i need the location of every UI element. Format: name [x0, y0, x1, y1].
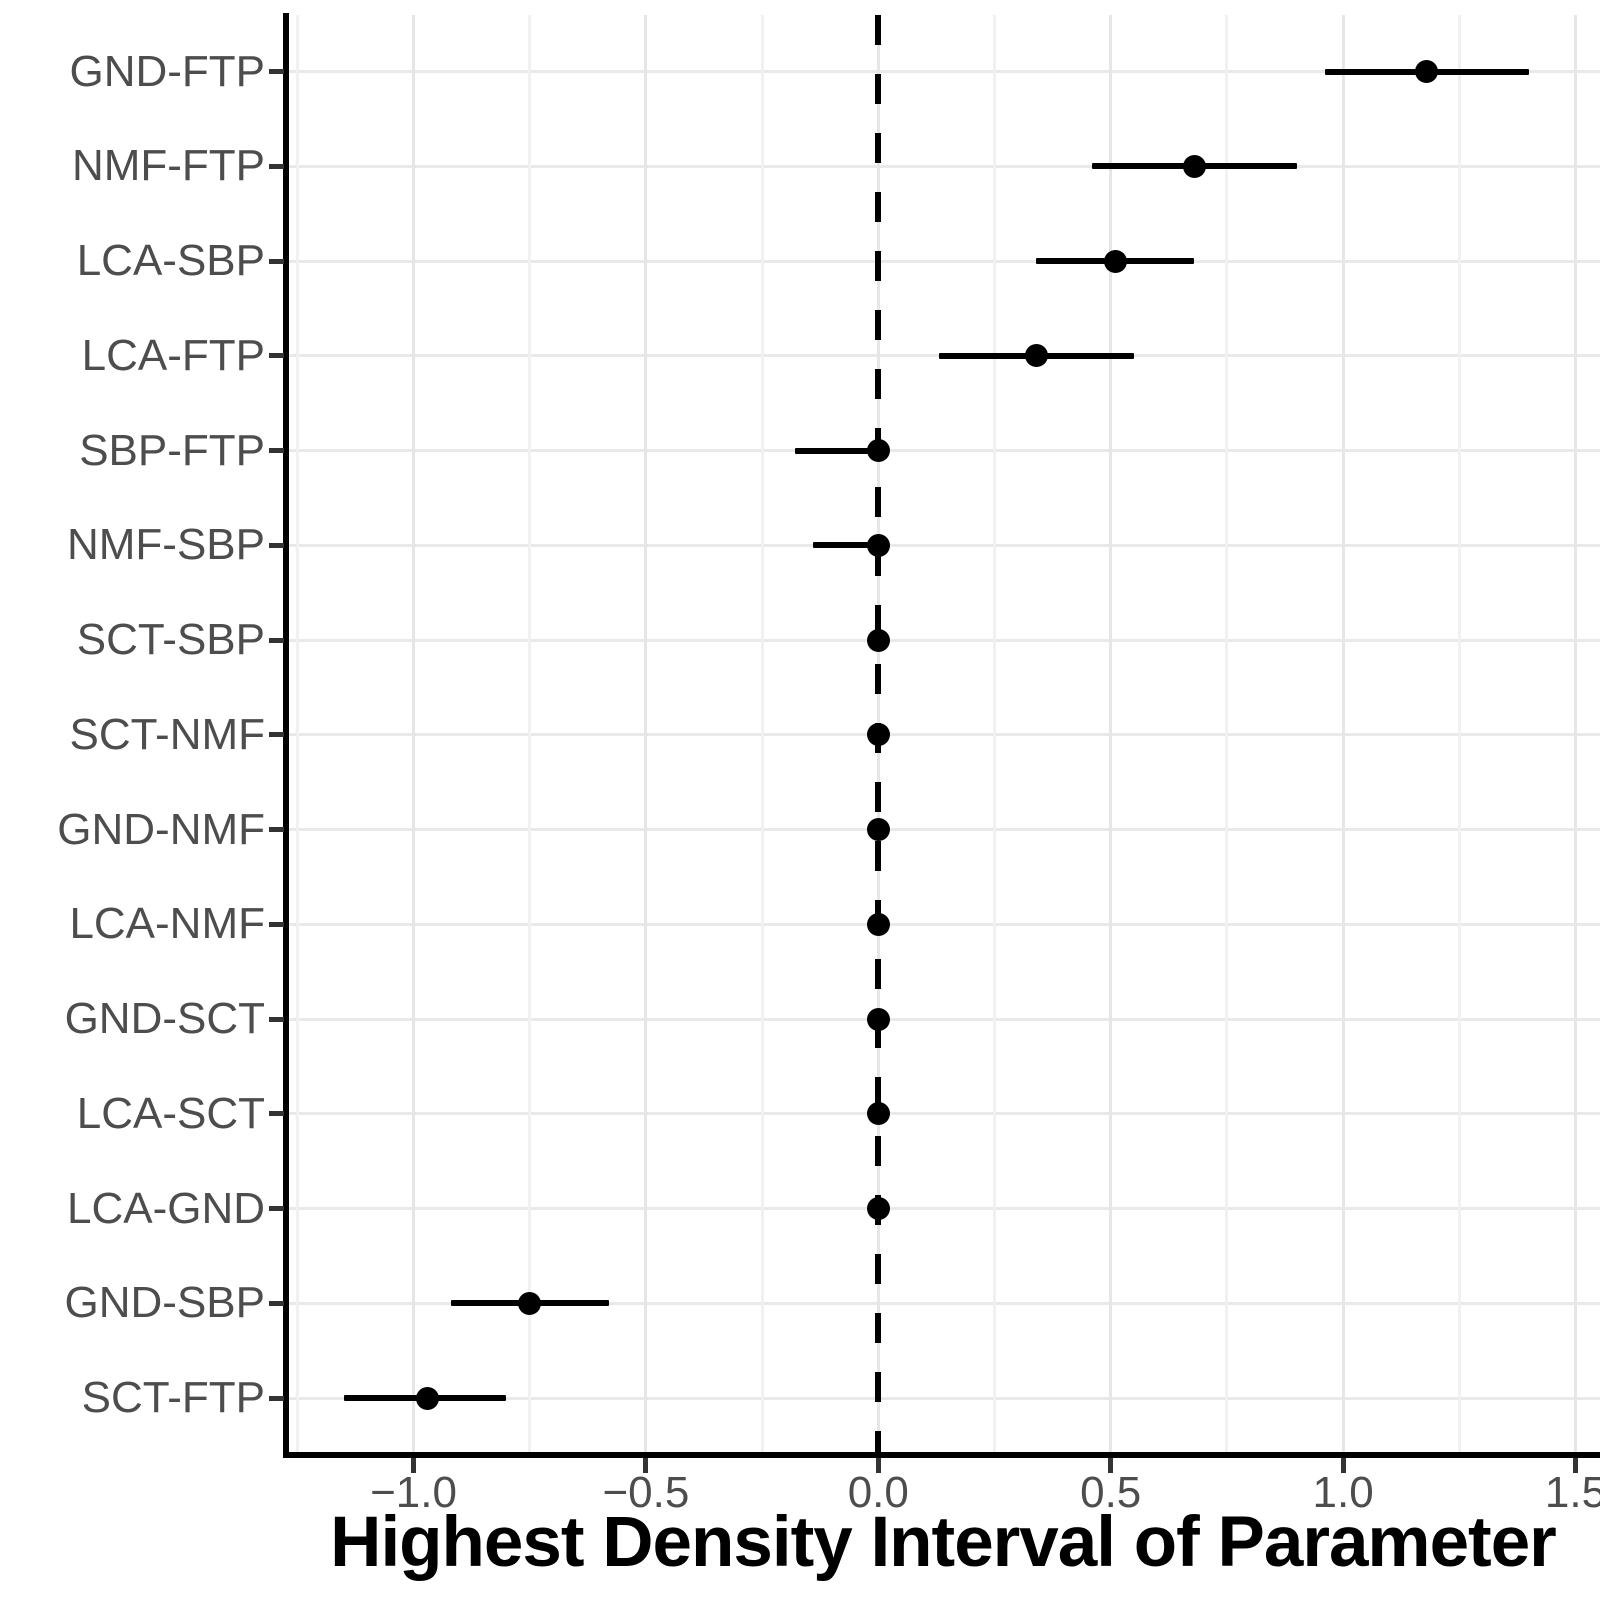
vertical-major-gridline: [1109, 15, 1113, 1455]
vertical-major-gridline: [644, 15, 648, 1455]
point-estimate: [1415, 60, 1439, 84]
y-tick-mark: [269, 163, 284, 169]
horizontal-gridline: [286, 1017, 1600, 1021]
x-tick-label: 0.5: [1080, 1468, 1142, 1517]
x-axis-title: Highest Density Interval of Parameter: [330, 1503, 1557, 1582]
y-tick-mark: [269, 69, 284, 75]
horizontal-gridline: [286, 543, 1600, 547]
point-estimate: [866, 533, 890, 557]
y-tick-mark: [269, 542, 284, 548]
horizontal-gridline: [286, 259, 1600, 263]
point-estimate: [866, 439, 890, 463]
point-estimate: [866, 628, 890, 652]
vertical-minor-gridline: [295, 15, 299, 1455]
point-estimate: [866, 1197, 890, 1221]
vertical-minor-gridline: [528, 15, 532, 1455]
y-tick-label: SBP-FTP: [79, 425, 265, 475]
x-tick-mark: [643, 1458, 649, 1473]
y-tick-label: SCT-NMF: [69, 709, 265, 759]
y-tick-mark: [269, 637, 284, 643]
point-estimate: [1024, 344, 1048, 368]
point-estimate: [1103, 249, 1127, 273]
vertical-major-gridline: [1341, 15, 1345, 1455]
y-tick-label: GND-SBP: [64, 1278, 265, 1328]
horizontal-gridline: [286, 638, 1600, 642]
point-estimate: [866, 912, 890, 936]
y-tick-mark: [269, 448, 284, 454]
x-tick-mark: [875, 1458, 881, 1473]
vertical-minor-gridline: [993, 15, 996, 1455]
y-tick-mark: [269, 258, 284, 264]
y-tick-label: LCA-SBP: [76, 236, 265, 286]
y-tick-mark: [269, 1016, 284, 1022]
point-estimate: [866, 818, 890, 842]
vertical-major-gridline: [1574, 15, 1577, 1455]
y-tick-mark: [269, 353, 284, 359]
x-tick-mark: [1340, 1458, 1346, 1473]
y-tick-mark: [269, 827, 284, 833]
vertical-major-gridline: [412, 15, 415, 1455]
x-tick-mark: [411, 1458, 416, 1473]
point-estimate: [866, 1102, 890, 1126]
vertical-minor-gridline: [1457, 15, 1461, 1455]
horizontal-gridline: [286, 1112, 1600, 1116]
horizontal-gridline: [286, 1396, 1600, 1400]
x-axis-line: [283, 1452, 1600, 1458]
point-estimate: [866, 723, 890, 747]
x-tick-label: −0.5: [602, 1468, 690, 1517]
error-bar: [794, 447, 883, 454]
point-estimate: [1182, 154, 1206, 178]
horizontal-gridline: [286, 828, 1600, 832]
horizontal-gridline: [286, 1301, 1600, 1305]
y-tick-label: LCA-SCT: [76, 1088, 265, 1138]
y-tick-mark: [269, 1395, 284, 1401]
y-tick-label: NMF-FTP: [71, 141, 265, 191]
y-axis-line: [283, 13, 289, 1458]
x-tick-label: 0.0: [847, 1468, 909, 1517]
horizontal-gridline: [286, 922, 1600, 926]
point-estimate: [866, 1007, 890, 1031]
horizontal-gridline: [286, 70, 1600, 74]
y-tick-label: LCA-FTP: [81, 330, 265, 380]
y-tick-label: GND-FTP: [69, 46, 265, 96]
y-tick-label: SCT-SBP: [76, 615, 265, 665]
x-tick-mark: [1108, 1458, 1114, 1473]
y-tick-label: LCA-GND: [66, 1183, 265, 1233]
y-tick-label: NMF-SBP: [67, 520, 265, 570]
plot-panel: [286, 15, 1600, 1455]
y-tick-label: GND-SCT: [64, 994, 265, 1044]
horizontal-gridline: [286, 164, 1600, 168]
y-tick-mark: [269, 1206, 284, 1212]
x-tick-label: 1.0: [1312, 1468, 1374, 1517]
y-tick-mark: [269, 732, 284, 738]
horizontal-gridline: [286, 449, 1600, 453]
x-tick-mark: [1573, 1458, 1578, 1473]
y-tick-label: LCA-NMF: [69, 899, 265, 949]
x-tick-label: −1.0: [370, 1468, 457, 1517]
point-estimate: [415, 1386, 439, 1410]
y-tick-label: GND-NMF: [57, 804, 265, 854]
horizontal-gridline: [286, 1207, 1600, 1211]
y-tick-mark: [269, 1300, 284, 1306]
y-tick-mark: [269, 1111, 284, 1117]
vertical-minor-gridline: [760, 15, 764, 1455]
x-tick-label: 1.5: [1544, 1468, 1600, 1517]
horizontal-gridline: [286, 733, 1600, 737]
y-tick-label: SCT-FTP: [81, 1373, 265, 1423]
y-tick-mark: [269, 921, 284, 927]
vertical-minor-gridline: [1225, 15, 1229, 1455]
point-estimate: [518, 1291, 542, 1315]
error-bar: [813, 542, 883, 549]
